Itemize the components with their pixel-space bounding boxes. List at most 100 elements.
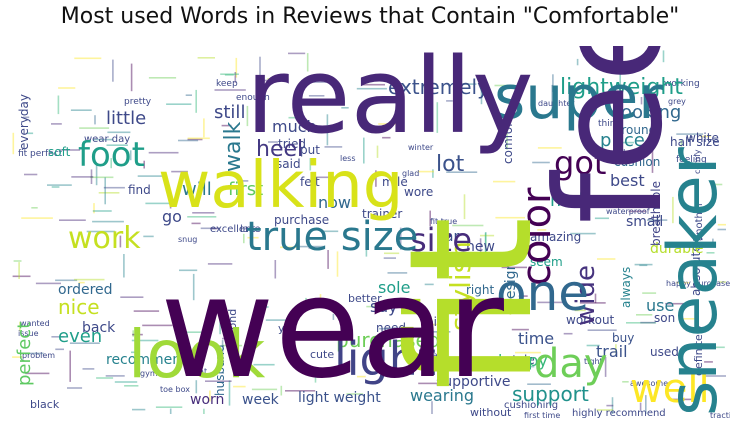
filler-mark (257, 306, 269, 308)
filler-mark (518, 295, 528, 297)
filler-mark (640, 97, 643, 105)
cloud-word: cute (310, 348, 334, 361)
filler-mark (197, 57, 215, 59)
filler-mark (634, 263, 653, 266)
filler-mark (288, 116, 296, 119)
filler-mark (710, 183, 723, 186)
filler-mark (672, 196, 674, 224)
filler-mark (251, 388, 278, 391)
filler-mark (51, 123, 62, 125)
filler-mark (356, 87, 387, 90)
filler-mark (361, 83, 385, 86)
cloud-word: said (276, 157, 301, 171)
cloud-word: yet (278, 322, 296, 335)
filler-mark (537, 301, 564, 304)
cloud-word: keep (216, 79, 238, 89)
filler-mark (506, 123, 508, 150)
filler-mark (288, 52, 306, 55)
filler-mark (384, 252, 400, 255)
filler-mark (676, 133, 704, 135)
filler-mark (155, 406, 183, 408)
filler-mark (74, 57, 102, 60)
filler-mark (615, 344, 617, 354)
cloud-word: extremely (388, 75, 489, 99)
filler-mark (305, 81, 332, 83)
cloud-word: husband (213, 344, 227, 396)
cloud-word: pretty (124, 97, 152, 107)
filler-mark (145, 202, 177, 205)
filler-mark (280, 246, 298, 249)
cloud-word: buy (612, 331, 634, 345)
filler-mark (86, 230, 116, 233)
filler-mark (429, 210, 431, 226)
filler-mark (185, 94, 192, 96)
filler-mark (431, 401, 433, 414)
filler-mark (195, 380, 198, 394)
filler-mark (424, 283, 434, 286)
filler-mark (478, 258, 504, 260)
filler-mark (493, 180, 516, 183)
cloud-word: fit perfect (18, 149, 63, 159)
filler-mark (446, 171, 478, 173)
filler-mark (47, 184, 72, 186)
filler-mark (235, 351, 237, 366)
filler-mark (639, 402, 642, 411)
cloud-word: son (654, 311, 675, 325)
filler-mark (712, 238, 714, 246)
cloud-word: used (650, 345, 679, 359)
cloud-word: quality (610, 199, 638, 208)
cloud-word: worn (190, 392, 224, 408)
filler-mark (18, 262, 20, 279)
cloud-word: wide (571, 265, 601, 326)
filler-mark (112, 59, 114, 82)
filler-mark (484, 233, 487, 252)
cloud-word: new (466, 239, 495, 255)
cloud-word: put (300, 143, 320, 157)
filler-mark (378, 123, 398, 125)
filler-mark (233, 385, 246, 388)
filler-mark (626, 322, 657, 324)
cloud-word: looking (616, 102, 681, 123)
filler-mark (69, 350, 71, 382)
cloud-word: lace (240, 224, 261, 235)
filler-mark (432, 169, 434, 178)
filler-mark (463, 194, 466, 220)
cloud-word: comfy (693, 149, 702, 174)
filler-mark (597, 258, 616, 260)
filler-mark (640, 321, 656, 324)
filler-mark (376, 145, 379, 158)
cloud-word: need (376, 321, 406, 335)
cloud-word: toe box (160, 385, 190, 394)
cloud-word: foot (78, 135, 145, 175)
filler-mark (221, 344, 243, 347)
filler-mark (452, 224, 484, 227)
filler-mark (224, 74, 234, 76)
filler-mark (285, 390, 316, 392)
filler-mark (235, 57, 238, 78)
filler-mark (130, 63, 133, 92)
chart-title: Most used Words in Reviews that Contain … (60, 4, 680, 29)
cloud-word: workout (566, 313, 615, 327)
cloud-word: recommend (106, 352, 190, 368)
filler-mark (332, 313, 335, 320)
filler-mark (645, 395, 647, 414)
cloud-word: make (550, 190, 599, 211)
filler-mark (171, 170, 188, 173)
cloud-word: highly recommend (572, 408, 666, 418)
cloud-word: day (534, 341, 608, 387)
filler-mark (131, 351, 138, 354)
filler-mark (114, 381, 138, 383)
cloud-word: another (694, 201, 705, 241)
filler-mark (515, 351, 541, 354)
cloud-word: walking (158, 149, 403, 223)
filler-mark (267, 78, 281, 80)
filler-mark (207, 263, 233, 265)
filler-mark (132, 330, 134, 337)
filler-mark (636, 314, 653, 316)
filler-mark (78, 281, 85, 284)
filler-mark (19, 321, 21, 332)
cloud-word: waterproof (606, 207, 650, 216)
filler-mark (51, 186, 60, 188)
filler-mark (532, 161, 550, 164)
cloud-word: cushion (614, 155, 660, 169)
